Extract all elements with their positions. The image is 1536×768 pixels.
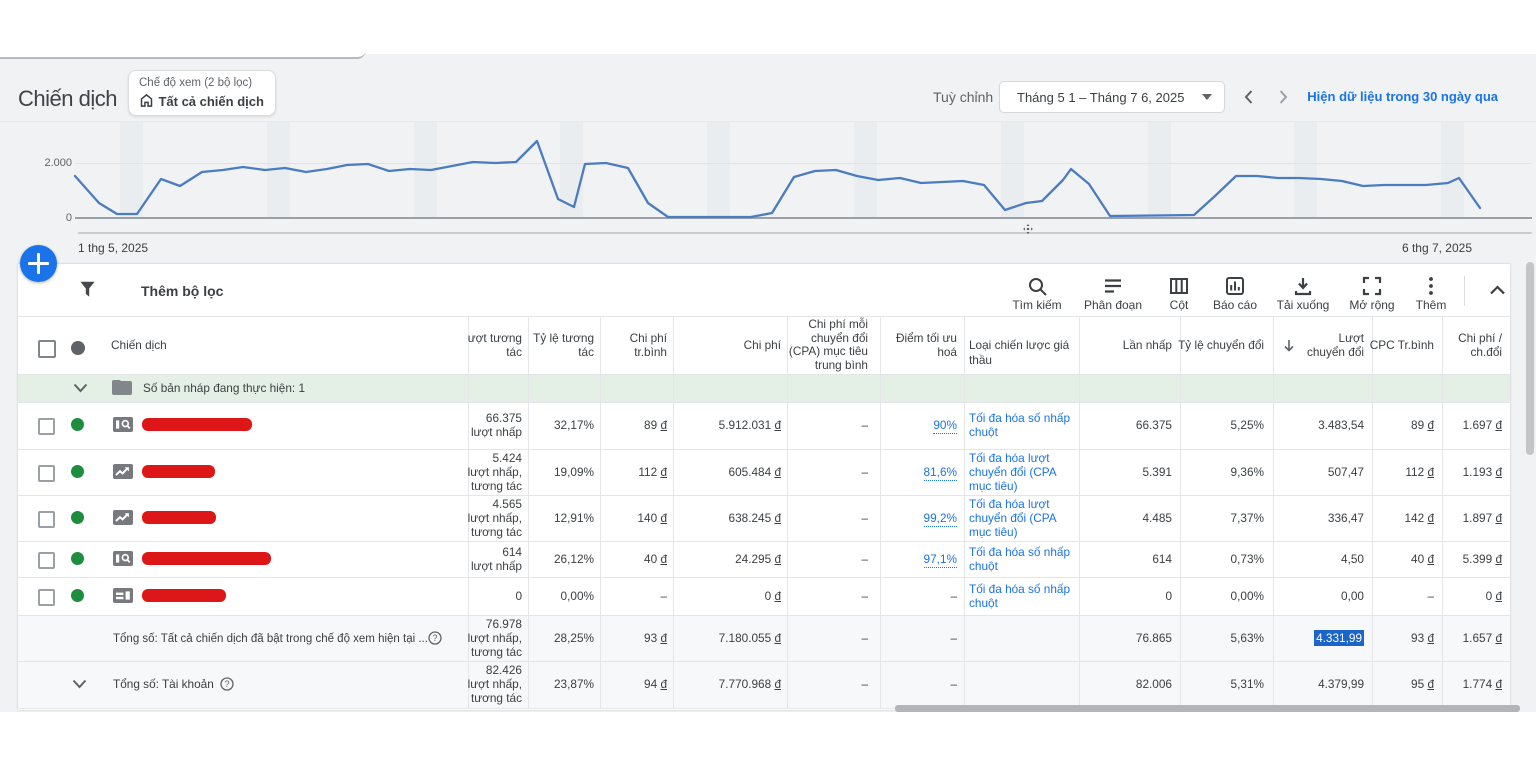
- svg-text:?: ?: [432, 633, 437, 643]
- svg-text:?: ?: [224, 679, 229, 689]
